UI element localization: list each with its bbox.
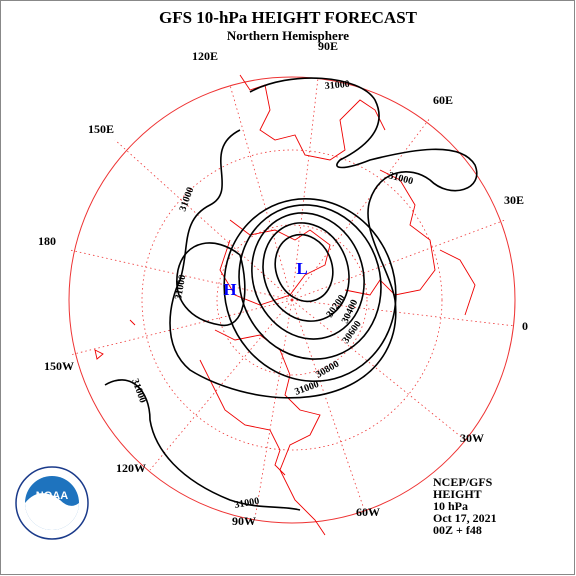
lon-label: 120E [192, 49, 218, 63]
logo-text: NOAA [36, 490, 68, 502]
coast [219, 219, 331, 306]
lon-label: 90W [232, 514, 256, 528]
lon-label: 60E [433, 93, 453, 107]
info-block: NCEP/GFS HEIGHT 10 hPa Oct 17, 2021 00Z … [433, 475, 497, 537]
contour-label: 31000 [324, 79, 350, 92]
contour [176, 242, 246, 327]
contour [251, 212, 365, 340]
contour [169, 77, 478, 399]
low-center: L [296, 259, 307, 278]
lon-label: 0 [522, 319, 528, 333]
lon-label: 180 [38, 234, 56, 248]
latitude-circle [141, 149, 443, 451]
contour [274, 233, 334, 303]
coast [239, 74, 386, 161]
info-line: NCEP/GFS [433, 475, 493, 489]
coastlines [94, 74, 476, 536]
coast [199, 359, 286, 476]
title: GFS 10-hPa HEIGHT FORECAST [159, 8, 418, 27]
logo-bird [25, 493, 79, 530]
info-line: 10 hPa [433, 499, 468, 513]
subtitle: Northern Hemisphere [227, 28, 349, 43]
contour-label: 31000 [173, 274, 188, 301]
lon-label: 150W [44, 359, 74, 373]
lon-label: 150E [88, 122, 114, 136]
longitude-labels: 90E 60E 30E 0 30W 60W 90W 120W 150W 180 … [38, 39, 528, 528]
contour [238, 204, 382, 360]
lon-label: 90E [318, 39, 338, 53]
coast [344, 169, 436, 296]
latitude-circle [216, 224, 368, 376]
map-boundary [68, 76, 516, 524]
high-center: H [223, 280, 236, 299]
contour-label: 31000 [234, 496, 261, 511]
lon-label: 30E [504, 193, 524, 207]
lon-label: 30W [460, 431, 484, 445]
info-line: HEIGHT [433, 487, 482, 501]
coast [94, 249, 476, 360]
info-line: Oct 17, 2021 [433, 511, 497, 525]
info-line: 00Z + f48 [433, 523, 482, 537]
lon-label: 120W [116, 461, 146, 475]
contour [223, 197, 397, 383]
lon-label: 60W [356, 505, 380, 519]
noaa-logo: NOAA [15, 466, 89, 540]
contour [262, 222, 350, 322]
contour [104, 379, 301, 511]
contours [104, 77, 478, 511]
